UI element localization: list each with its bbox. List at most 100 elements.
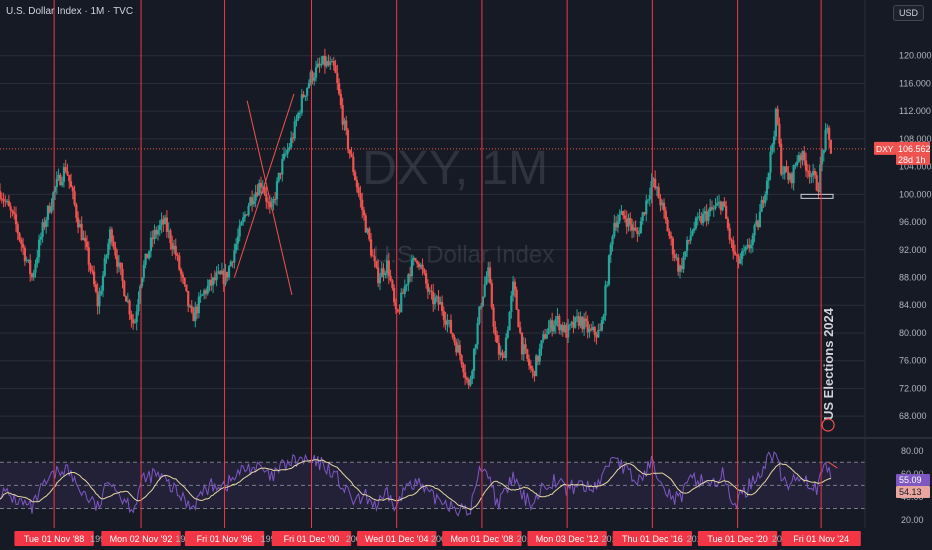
candle-body [366, 228, 369, 233]
candle-body [712, 208, 715, 210]
candle-body [668, 231, 671, 237]
candle-body [476, 323, 479, 345]
candle-body [593, 327, 596, 335]
candle-body [820, 153, 824, 165]
candle-body [409, 274, 412, 277]
candle-body [778, 123, 781, 144]
candle-body [540, 340, 543, 349]
candle-body [187, 291, 190, 307]
candle-body [783, 166, 786, 174]
candle-body [112, 241, 115, 248]
candle-body [650, 181, 653, 196]
rsi-tick-label: 80.00 [901, 446, 924, 456]
candle-body [194, 306, 197, 322]
candle-body [597, 329, 600, 338]
candle-body [579, 316, 582, 326]
candle-body [396, 309, 399, 312]
candle-body [394, 302, 398, 310]
candle-body [721, 201, 724, 211]
candle-body [535, 355, 538, 377]
candle-body [826, 127, 829, 130]
candle-body [108, 229, 112, 244]
time-tag-label: Mon 03 Dec '12 [536, 534, 599, 544]
candle-body [27, 259, 30, 261]
candle-body [401, 292, 405, 294]
x-tick-label: 2019 [687, 534, 707, 544]
candle-body [757, 220, 760, 228]
candle-body [659, 198, 662, 206]
candle-body [446, 321, 449, 325]
candle-body [732, 240, 735, 252]
candle-body [684, 251, 687, 257]
candle-body [751, 235, 754, 245]
candle-body [496, 335, 499, 343]
candle-body [405, 284, 408, 287]
candle-body [725, 206, 728, 219]
candle-body [487, 267, 490, 277]
candle-body [32, 272, 35, 278]
candle-body [295, 119, 298, 122]
candle-body [648, 195, 651, 200]
candle-body [675, 257, 678, 259]
candle-body [730, 239, 733, 241]
candle-body [242, 217, 245, 223]
candle-body [256, 192, 259, 196]
currency-button[interactable]: USD [892, 5, 924, 21]
time-tag-label: Fri 01 Dec '00 [284, 534, 340, 544]
candle-body [45, 220, 48, 228]
candle-body [336, 72, 339, 84]
candle-body [290, 137, 293, 148]
candle-body [503, 355, 506, 358]
time-tag-bg [781, 531, 861, 546]
candle-body [677, 257, 680, 272]
candle-body [568, 324, 572, 326]
candle-body [561, 324, 564, 332]
candle-body [77, 217, 80, 228]
candle-body [75, 204, 78, 218]
candle-body [453, 337, 456, 343]
candle-body [322, 55, 325, 65]
candle-body [105, 255, 108, 259]
candle-body [171, 243, 174, 250]
candle-body [400, 292, 403, 312]
candle-body [2, 199, 5, 201]
candle-body [69, 181, 73, 188]
candle-body [352, 156, 355, 173]
candle-body [343, 120, 346, 125]
candle-body [259, 182, 263, 188]
candle-body [183, 278, 186, 285]
candle-body [53, 187, 57, 193]
candle-body [62, 167, 66, 182]
candle-body [456, 345, 460, 353]
candle-body [682, 256, 685, 270]
candle-body [11, 210, 14, 213]
candle-body [130, 314, 133, 320]
candle-body [465, 377, 469, 380]
candle-body [373, 256, 376, 262]
candle-body [485, 276, 488, 285]
x-tick-label: 1991 [90, 534, 110, 544]
candle-body [371, 255, 374, 257]
candle-body [510, 295, 513, 312]
candle-body [634, 227, 637, 231]
candle-body [671, 238, 674, 255]
candle-body [771, 144, 774, 152]
candle-body [654, 178, 657, 189]
candle-body [574, 316, 577, 328]
candle-body [570, 321, 573, 325]
candle-body [423, 269, 426, 274]
candle-body [121, 268, 124, 281]
candle-body [412, 257, 415, 261]
candle-body [458, 345, 461, 356]
time-tag-label: Tue 01 Dec '20 [707, 534, 767, 544]
candle-body [623, 215, 627, 219]
candle-body [398, 311, 401, 313]
candle-body [13, 212, 16, 215]
candle-body [233, 250, 236, 263]
candle-body [611, 236, 614, 245]
candle-body [556, 316, 559, 320]
candle-body [700, 216, 703, 224]
candle-body [268, 202, 271, 208]
candle-body [407, 274, 410, 285]
